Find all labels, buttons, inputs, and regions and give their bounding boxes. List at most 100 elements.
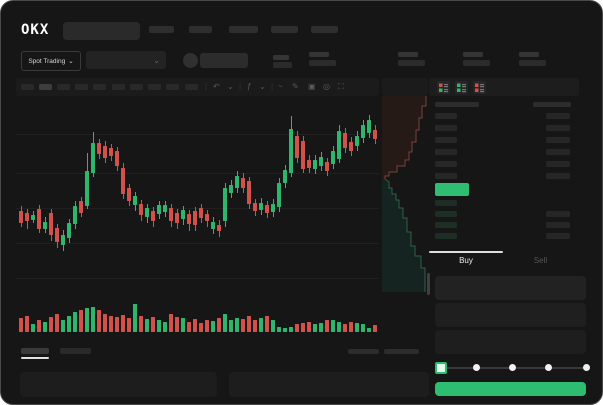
orderbook-bid-price[interactable] [435, 222, 457, 228]
orderbook-ask-price[interactable] [435, 113, 457, 119]
candle [127, 188, 131, 201]
volume-bar [343, 324, 347, 332]
book-combined-icon[interactable] [437, 80, 450, 94]
candle [355, 136, 359, 146]
volume-bar [151, 317, 155, 332]
nav-item[interactable] [311, 26, 338, 33]
orders-tab-active[interactable] [21, 348, 49, 354]
line-style-icon[interactable]: ~ [278, 82, 283, 91]
candle [55, 228, 59, 242]
draw-icon[interactable]: ✎ [292, 82, 299, 91]
timeframe-button[interactable] [57, 84, 70, 90]
market-type-label: Spot Trading [28, 57, 66, 65]
trade-form-field[interactable] [435, 303, 586, 327]
ticker-stat-label [273, 55, 289, 60]
slider-step-dot[interactable] [544, 364, 552, 371]
nav-item[interactable] [229, 26, 258, 33]
volume-bar [139, 316, 143, 332]
candlestick-chart[interactable] [16, 96, 379, 332]
orderbook-ask-price[interactable] [435, 149, 457, 155]
volume-bar [223, 314, 227, 332]
slider-step-dot[interactable] [472, 364, 480, 371]
fullscreen-icon[interactable]: ⛶ [338, 82, 344, 91]
chart-gridline [16, 243, 379, 244]
volume-bar [217, 318, 221, 332]
candle [343, 133, 347, 148]
candle [289, 129, 293, 173]
volume-bar [121, 315, 125, 332]
camera-icon[interactable]: ▣ [308, 82, 316, 91]
chevron-down-icon[interactable]: ⌄ [259, 82, 266, 91]
orderbook-bid-price[interactable] [435, 211, 457, 217]
volume-bar [163, 322, 167, 332]
volume-bar [133, 304, 137, 332]
orderbook-scrollbar[interactable] [427, 273, 430, 295]
volume-bar [193, 319, 197, 332]
orderbook-bid-amount [546, 222, 570, 228]
candle [211, 222, 215, 229]
orderbook-bid-price[interactable] [435, 233, 457, 239]
chevron-down-icon[interactable]: ⌄ [227, 82, 234, 91]
candle [97, 143, 101, 154]
orderbook-ask-price[interactable] [435, 125, 457, 131]
volume-bar [67, 316, 71, 332]
tab-buy[interactable]: Buy [459, 256, 473, 265]
timeframe-button[interactable] [166, 84, 179, 90]
tab-sell[interactable]: Sell [533, 256, 548, 265]
volume-bar [103, 314, 107, 332]
nav-item[interactable] [149, 26, 174, 33]
orderbook-ask-price[interactable] [435, 161, 457, 167]
nav-item[interactable] [271, 26, 298, 33]
orders-tab[interactable] [60, 348, 91, 354]
indicators-icon[interactable]: ƒ [247, 82, 252, 91]
market-type-dropdown[interactable]: Spot Trading ⌄ [21, 51, 81, 71]
timeframe-button[interactable] [93, 84, 106, 90]
timeframe-button[interactable] [39, 84, 52, 90]
timeframe-button[interactable] [21, 84, 34, 90]
volume-bar [85, 308, 89, 332]
pair-dropdown[interactable]: ⌄ [86, 51, 166, 69]
timeframe-button[interactable] [130, 84, 143, 90]
book-bids-icon[interactable] [455, 80, 468, 94]
volume-bar [301, 323, 305, 332]
candle [91, 143, 95, 173]
header-action-button[interactable] [200, 53, 248, 68]
orders-filter-pill[interactable] [348, 349, 379, 354]
orderbook-bid-price[interactable] [435, 200, 457, 206]
ticker-stat-label [463, 52, 483, 57]
orderbook-col-header-price [435, 102, 479, 107]
nav-item[interactable] [189, 26, 212, 33]
undo-icon[interactable]: ↶ [213, 82, 220, 91]
candle [25, 213, 29, 221]
settings-icon[interactable]: ◎ [323, 82, 330, 91]
candle [313, 160, 317, 169]
timeframe-button[interactable] [148, 84, 161, 90]
candle [337, 131, 341, 159]
book-asks-icon[interactable] [473, 80, 486, 94]
candle [319, 157, 323, 166]
candle [361, 125, 365, 138]
trade-form-field[interactable] [435, 276, 586, 300]
slider-step-dot[interactable] [508, 364, 516, 371]
buy-submit-button[interactable] [435, 382, 586, 396]
avatar[interactable] [183, 53, 198, 68]
volume-bar [367, 328, 371, 332]
timeframe-button[interactable] [75, 84, 88, 90]
volume-bar [295, 324, 299, 332]
trade-form-field[interactable] [435, 330, 586, 354]
orders-filter-pill[interactable] [384, 349, 419, 354]
volume-bar [271, 320, 275, 332]
slider-step-dot[interactable] [582, 364, 590, 371]
volume-bar [205, 320, 209, 332]
orderbook-ask-price[interactable] [435, 137, 457, 143]
amount-slider-handle[interactable] [435, 362, 447, 374]
timeframe-button[interactable] [112, 84, 125, 90]
search-input[interactable] [63, 22, 140, 40]
timeframe-button[interactable] [185, 84, 198, 90]
okx-logo[interactable]: OKX [21, 22, 50, 38]
orderbook-ask-price[interactable] [435, 173, 457, 179]
volume-bar [37, 320, 41, 332]
volume-bar [337, 322, 341, 332]
volume-bar [307, 322, 311, 332]
